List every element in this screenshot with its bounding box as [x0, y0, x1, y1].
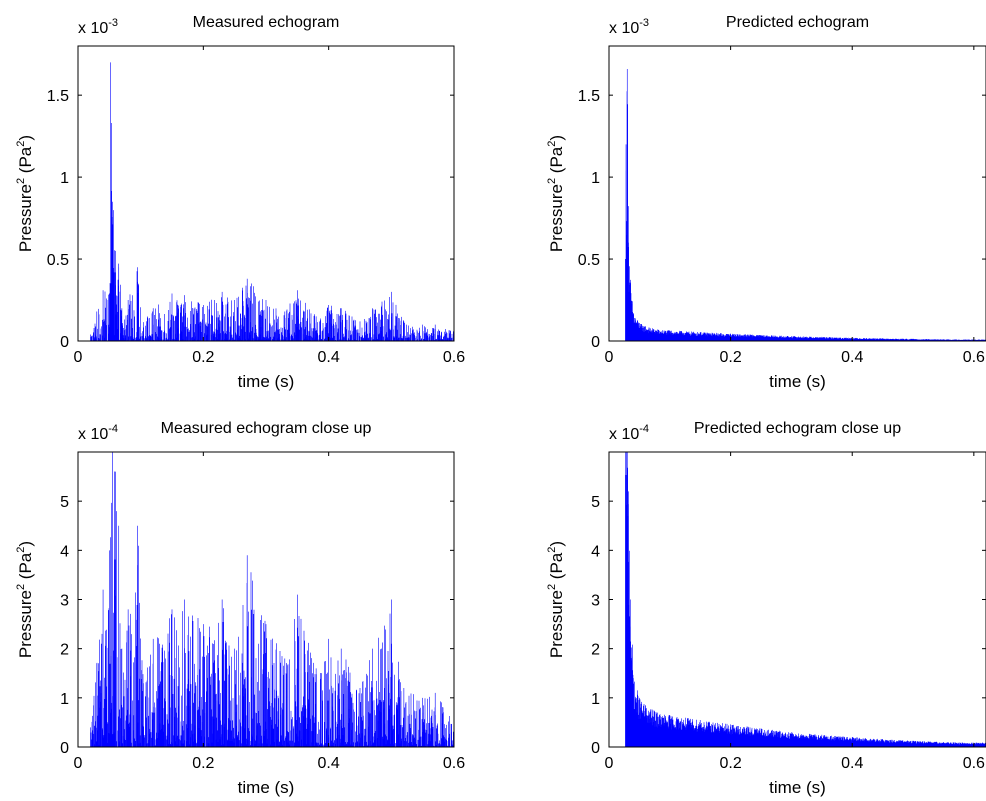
y-axis-label: Pressure2 (Pa2) — [546, 135, 566, 252]
y-axis-label-part: 2 — [546, 584, 558, 590]
chart-panel-3: 0 0.2 0.4 0.6 0 1 2 3 4 5 x 10-4 Measured echogram … — [15, 420, 465, 797]
y-tick-label: 1 — [591, 691, 600, 708]
axes-box — [77, 45, 455, 342]
y-axis-label-part: (Pa — [16, 552, 35, 584]
x-tick-label: 0.6 — [963, 349, 985, 366]
axes-box — [608, 45, 986, 342]
y-axis-label-part: 2 — [15, 141, 27, 147]
y-tick-label: 3 — [591, 593, 600, 610]
chart-panel-2: 0 0.2 0.4 0.6 0 0.5 1 1.5 x 10-3 Predicted echogr… — [546, 14, 986, 391]
y-tick-label: 2 — [60, 642, 69, 659]
signal-series — [90, 62, 454, 341]
x-tick-label: 0 — [605, 349, 614, 366]
axis-exponent-base: x 10 — [78, 426, 108, 443]
y-tick-label: 0 — [60, 740, 69, 757]
x-axis-label: time (s) — [238, 372, 295, 391]
x-tick-label: 0.6 — [443, 349, 465, 366]
x-tick-label: 0.4 — [841, 349, 863, 366]
y-axis-label: Pressure2 (Pa2) — [15, 541, 35, 658]
axis-exponent: x 10-3 — [609, 17, 649, 37]
y-axis-label-part: 2 — [15, 584, 27, 590]
x-axis-label: time (s) — [238, 778, 295, 797]
axis-exponent-base: x 10 — [609, 20, 639, 37]
y-tick-label: 1.5 — [578, 88, 600, 105]
y-axis-label-part: 2 — [546, 141, 558, 147]
x-axis-label: time (s) — [769, 372, 826, 391]
signal-series — [625, 452, 986, 747]
chart-title: Measured echogram close up — [161, 420, 372, 437]
chart-title: Predicted echogram close up — [694, 420, 901, 437]
axis-exponent: x 10-4 — [78, 423, 118, 443]
y-tick-label: 0.5 — [578, 252, 600, 269]
y-tick-label: 1 — [591, 170, 600, 187]
y-axis-label-part: 2 — [15, 547, 27, 553]
chart-title: Predicted echogram — [726, 14, 869, 31]
y-tick-label: 0.5 — [47, 252, 69, 269]
signal-series — [625, 68, 986, 341]
y-tick-label: 1 — [60, 170, 69, 187]
x-axis-label: time (s) — [769, 778, 826, 797]
y-axis-label-part: 2 — [15, 178, 27, 184]
axis-exponent-power: -4 — [639, 423, 649, 435]
chart-title: Measured echogram — [193, 14, 340, 31]
chart-panel-1: 0 0.2 0.4 0.6 0 0.5 1 1.5 x 10-3 Measured echogra… — [15, 14, 465, 391]
y-tick-label: 0 — [60, 334, 69, 351]
x-tick-label: 0 — [74, 755, 83, 772]
y-axis-label-part: (Pa — [547, 552, 566, 584]
x-tick-label: 0.4 — [318, 349, 340, 366]
axis-exponent-power: -3 — [639, 17, 649, 29]
axis-exponent: x 10-3 — [78, 17, 118, 37]
axis-exponent-power: -3 — [108, 17, 118, 29]
y-tick-label: 0 — [591, 740, 600, 757]
axes-box — [608, 451, 986, 748]
y-axis-label-part: Pressure — [16, 184, 35, 252]
x-tick-label: 0.4 — [318, 755, 340, 772]
y-tick-label: 5 — [60, 494, 69, 511]
y-axis-label-part: (Pa — [16, 146, 35, 178]
x-tick-label: 0.2 — [192, 755, 214, 772]
chart-panel-4: 0 0.2 0.4 0.6 0 1 2 3 4 5 x 10-4 Predicted echogram… — [546, 420, 986, 797]
y-tick-label: 0 — [591, 334, 600, 351]
y-tick-label: 3 — [60, 593, 69, 610]
x-tick-label: 0.2 — [719, 755, 741, 772]
y-tick-label: 1 — [60, 691, 69, 708]
x-tick-label: 0.6 — [443, 755, 465, 772]
x-tick-label: 0.4 — [841, 755, 863, 772]
y-axis-label-part: 2 — [546, 178, 558, 184]
y-tick-label: 4 — [60, 543, 69, 560]
y-tick-label: 5 — [591, 494, 600, 511]
x-tick-label: 0.2 — [719, 349, 741, 366]
y-axis-label-part: ) — [547, 135, 566, 141]
y-axis-label-part: Pressure — [547, 590, 566, 658]
signal-series — [90, 452, 454, 747]
x-tick-label: 0.2 — [192, 349, 214, 366]
y-tick-label: 1.5 — [47, 88, 69, 105]
axis-exponent-base: x 10 — [609, 426, 639, 443]
y-axis-label-part: ) — [16, 541, 35, 547]
y-axis-label-part: Pressure — [547, 184, 566, 252]
y-tick-label: 2 — [591, 642, 600, 659]
y-axis-label-part: 2 — [546, 547, 558, 553]
y-axis-label-part: ) — [16, 135, 35, 141]
y-axis-label: Pressure2 (Pa2) — [546, 541, 566, 658]
y-axis-label-part: ) — [547, 541, 566, 547]
y-axis-label-part: (Pa — [547, 146, 566, 178]
axis-exponent-base: x 10 — [78, 20, 108, 37]
axis-exponent-power: -4 — [108, 423, 118, 435]
x-tick-label: 0 — [74, 349, 83, 366]
y-axis-label-part: Pressure — [16, 590, 35, 658]
x-tick-label: 0.6 — [963, 755, 985, 772]
y-tick-label: 4 — [591, 543, 600, 560]
x-tick-label: 0 — [605, 755, 614, 772]
y-axis-label: Pressure2 (Pa2) — [15, 135, 35, 252]
axis-exponent: x 10-4 — [609, 423, 649, 443]
